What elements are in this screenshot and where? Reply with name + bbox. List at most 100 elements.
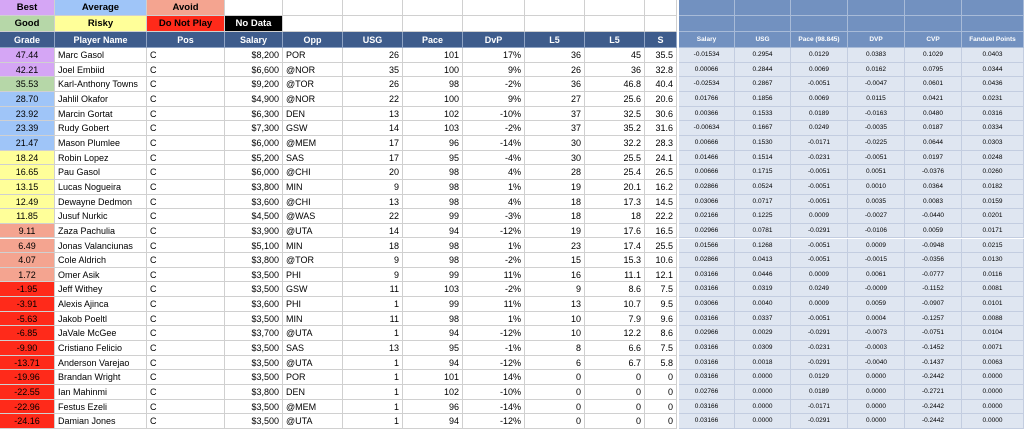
data-cell: 0.2844 (735, 62, 791, 78)
data-cell: 9.6 (645, 311, 677, 327)
data-cell: $5,100 (225, 238, 283, 254)
data-cell: 0.0303 (962, 135, 1024, 151)
data-cell: -0.0047 (848, 77, 905, 92)
column-header: Salary (225, 32, 283, 48)
data-cell: 46.8 (585, 77, 645, 92)
empty-cell (525, 0, 585, 16)
column-header: Pace (98.845) (791, 32, 848, 48)
data-cell: 13 (343, 194, 403, 210)
data-cell: 0.0000 (848, 370, 905, 386)
data-cell: 27 (525, 91, 585, 107)
data-cell: 99 (403, 209, 463, 224)
data-cell: 17.3 (585, 194, 645, 210)
data-cell: 22 (343, 91, 403, 107)
data-cell: 98 (403, 238, 463, 254)
data-cell: 16.5 (645, 223, 677, 239)
data-cell: 0.1225 (735, 209, 791, 224)
data-cell: Pau Gasol (55, 165, 147, 180)
data-cell: $3,700 (225, 326, 283, 342)
grade-cell: -6.85 (0, 326, 55, 342)
grade-cell: 1.72 (0, 267, 55, 283)
column-header: DvP (463, 32, 525, 48)
data-cell: 0.0249 (791, 282, 848, 298)
data-cell: -0.0051 (791, 165, 848, 180)
data-cell: 0 (525, 414, 585, 429)
data-cell: Jusuf Nurkic (55, 209, 147, 224)
grade-cell: 12.49 (0, 194, 55, 210)
column-header: Pace (403, 32, 463, 48)
data-cell: 9 (525, 282, 585, 298)
grade-cell: 6.49 (0, 238, 55, 254)
legend-cell: Good (0, 16, 55, 32)
data-cell: GSW (283, 121, 343, 136)
data-cell: 94 (403, 326, 463, 342)
data-cell: $4,900 (225, 91, 283, 107)
data-cell: $3,500 (225, 341, 283, 356)
data-cell: 32.5 (585, 106, 645, 122)
data-cell: 30.6 (645, 106, 677, 122)
data-cell: @TOR (283, 77, 343, 92)
data-cell: 18 (525, 209, 585, 224)
data-cell: 8.6 (585, 282, 645, 298)
grade-cell: 13.15 (0, 179, 55, 195)
data-cell: POR (283, 370, 343, 386)
data-cell: $3,600 (225, 297, 283, 312)
data-cell: C (147, 91, 225, 107)
data-cell: 0 (585, 385, 645, 400)
data-cell: 40.4 (645, 77, 677, 92)
data-cell: 26 (343, 48, 403, 63)
panel-header-block (905, 16, 962, 32)
data-cell: C (147, 267, 225, 283)
data-cell: 17 (343, 135, 403, 151)
empty-cell (585, 16, 645, 32)
grade-cell: 11.85 (0, 209, 55, 224)
data-cell: 0.0189 (791, 106, 848, 122)
data-cell: @UTA (283, 326, 343, 342)
data-cell: 0.03166 (679, 355, 735, 371)
empty-cell (645, 0, 677, 16)
data-cell: Robin Lopez (55, 150, 147, 166)
data-cell: -0.0051 (791, 238, 848, 254)
data-cell: 6.6 (585, 341, 645, 356)
data-cell: C (147, 370, 225, 386)
data-cell: 98 (403, 311, 463, 327)
data-cell: -0.0040 (848, 355, 905, 371)
data-cell: 1 (343, 385, 403, 400)
empty-cell (645, 16, 677, 32)
data-cell: 0 (645, 399, 677, 415)
data-cell: @UTA (283, 355, 343, 371)
data-cell: 0 (525, 399, 585, 415)
data-cell: 0.01566 (679, 238, 735, 254)
data-cell: 6 (525, 355, 585, 371)
data-cell: 32.2 (585, 135, 645, 151)
data-cell: -0.0376 (905, 165, 962, 180)
data-cell: 0.00666 (679, 135, 735, 151)
data-cell: 99 (403, 297, 463, 312)
data-cell: 0.0000 (735, 370, 791, 386)
data-cell: 0.0040 (735, 297, 791, 312)
data-cell: Alexis Ajinca (55, 297, 147, 312)
data-cell: 36 (525, 77, 585, 92)
data-cell: 98 (403, 77, 463, 92)
data-cell: 20.1 (585, 179, 645, 195)
data-cell: 6.7 (585, 355, 645, 371)
data-cell: -0.1437 (905, 355, 962, 371)
data-cell: GSW (283, 282, 343, 298)
data-cell: 0.0061 (848, 267, 905, 283)
data-cell: -12% (463, 223, 525, 239)
data-cell: Lucas Nogueira (55, 179, 147, 195)
data-cell: 0.0364 (905, 179, 962, 195)
data-cell: C (147, 179, 225, 195)
data-cell: 0.01466 (679, 150, 735, 166)
grade-cell: -22.55 (0, 385, 55, 400)
grade-cell: -19.96 (0, 370, 55, 386)
data-cell: 0.0344 (962, 62, 1024, 78)
data-cell: 1 (343, 355, 403, 371)
data-cell: PHI (283, 297, 343, 312)
grade-cell: -5.63 (0, 311, 55, 327)
legend-cell: Avoid (147, 0, 225, 16)
data-cell: Marcin Gortat (55, 106, 147, 122)
data-cell: -0.0051 (791, 179, 848, 195)
data-cell: 10 (525, 326, 585, 342)
data-cell: 0.03166 (679, 267, 735, 283)
